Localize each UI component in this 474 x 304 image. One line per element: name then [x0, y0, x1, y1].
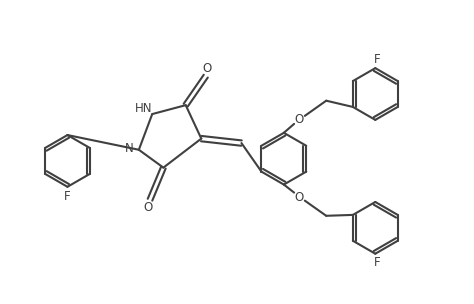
- Text: O: O: [295, 113, 304, 126]
- Text: F: F: [374, 256, 381, 269]
- Text: F: F: [374, 53, 381, 66]
- Text: O: O: [295, 191, 304, 204]
- Text: HN: HN: [135, 102, 152, 115]
- Text: F: F: [64, 190, 71, 203]
- Text: N: N: [125, 142, 133, 155]
- Text: O: O: [202, 62, 211, 74]
- Text: O: O: [143, 201, 153, 214]
